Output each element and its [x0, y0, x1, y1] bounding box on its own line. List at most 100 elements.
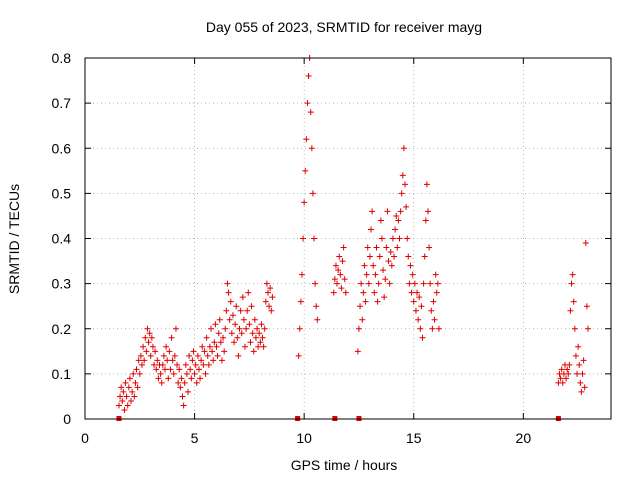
data-point: [382, 276, 389, 283]
data-point: [231, 339, 238, 346]
data-point: [308, 145, 315, 152]
data-point: [180, 402, 187, 409]
data-point: [190, 348, 197, 355]
data-point: [369, 208, 376, 215]
data-point: [412, 307, 419, 314]
data-point: [227, 298, 234, 305]
data-point: [256, 330, 263, 337]
data-point: [409, 271, 416, 278]
data-point: [340, 244, 347, 251]
data-point: [215, 330, 222, 337]
data-point: [249, 330, 256, 337]
data-point: [568, 280, 575, 287]
data-point: [228, 330, 235, 337]
data-point: [246, 321, 253, 328]
data-point: [564, 366, 571, 373]
data-point: [199, 343, 206, 350]
data-point: [305, 73, 312, 80]
data-point: [380, 267, 387, 274]
data-point: [262, 298, 269, 305]
data-point: [298, 271, 305, 278]
data-point: [221, 348, 228, 355]
data-point: [192, 361, 199, 368]
data-point: [557, 375, 564, 382]
data-point: [433, 289, 440, 296]
data-point: [383, 244, 390, 251]
data-point: [427, 280, 434, 287]
data-point: [263, 280, 270, 287]
data-point: [154, 357, 161, 364]
data-point: [331, 276, 338, 283]
y-tick-label: 0.1: [52, 366, 72, 382]
data-point: [255, 343, 262, 350]
data-point: [238, 330, 245, 337]
data-point: [430, 298, 437, 305]
data-point: [247, 339, 254, 346]
data-point: [217, 339, 224, 346]
data-point: [374, 298, 381, 305]
data-point: [122, 379, 129, 386]
data-point: [577, 379, 584, 386]
data-point: [220, 334, 227, 341]
data-point: [355, 325, 362, 332]
gridlines: [85, 58, 611, 419]
data-point: [361, 262, 368, 269]
data-point: [398, 190, 405, 197]
data-point: [384, 208, 391, 215]
data-point: [200, 361, 207, 368]
data-point: [232, 321, 239, 328]
data-point: [218, 357, 225, 364]
data-point: [179, 393, 186, 400]
data-point: [389, 235, 396, 242]
data-point: [307, 109, 314, 116]
data-point: [268, 307, 275, 314]
data-point: [189, 357, 196, 364]
y-axis-label: SRMTID / TECUs: [6, 184, 22, 294]
data-point: [302, 167, 309, 174]
data-point: [297, 298, 304, 305]
data-point: [296, 325, 303, 332]
data-point: [393, 212, 400, 219]
data-point: [225, 289, 232, 296]
data-point: [424, 208, 431, 215]
data-point: [572, 352, 579, 359]
data-point: [123, 393, 130, 400]
data-point: [314, 316, 321, 323]
data-point: [132, 379, 139, 386]
data-point: [182, 361, 189, 368]
data-point: [198, 357, 205, 364]
data-point: [125, 384, 132, 391]
data-point: [403, 203, 410, 210]
data-point: [400, 145, 407, 152]
data-point: [428, 307, 435, 314]
data-point: [579, 370, 586, 377]
data-point: [336, 253, 343, 260]
data-point: [212, 321, 219, 328]
data-point: [236, 325, 243, 332]
data-point: [312, 280, 319, 287]
data-point: [341, 276, 348, 283]
data-point: [166, 348, 173, 355]
data-point: [243, 325, 250, 332]
data-point: [335, 267, 342, 274]
data-point: [124, 402, 131, 409]
data-point: [187, 366, 194, 373]
data-point: [574, 370, 581, 377]
data-point: [136, 370, 143, 377]
data-point: [135, 357, 142, 364]
data-point: [117, 393, 124, 400]
data-point: [406, 280, 413, 287]
data-point: [580, 357, 587, 364]
data-point: [159, 361, 166, 368]
data-point: [578, 388, 585, 395]
x-tick-label: 20: [516, 430, 532, 446]
data-point: [422, 217, 429, 224]
axis-ticks: 0 0.1 0.2 0.3 0.4 0.5 0.6 0.7 0.8 0 5 10 15 20: [52, 50, 611, 446]
data-point: [576, 361, 583, 368]
data-point: [431, 316, 438, 323]
data-point: [569, 271, 576, 278]
data-point: [565, 370, 572, 377]
data-point: [186, 352, 193, 359]
data-point: [134, 384, 141, 391]
data-point: [131, 393, 138, 400]
